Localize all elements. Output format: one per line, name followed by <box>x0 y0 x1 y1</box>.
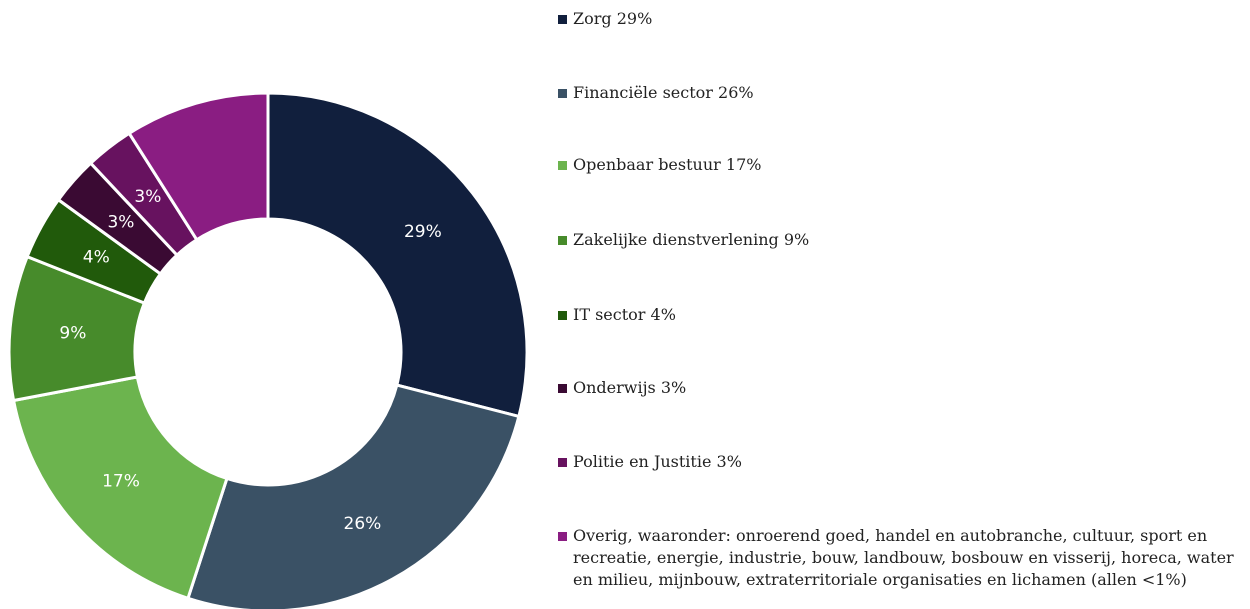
legend-swatch-6 <box>558 458 567 467</box>
legend-swatch-0 <box>558 15 567 24</box>
legend-swatch-4 <box>558 311 567 320</box>
legend-label-2: Openbaar bestuur 17% <box>573 155 762 174</box>
data-label-1: 26% <box>344 514 382 534</box>
data-label-6: 3% <box>134 187 161 207</box>
legend-item-6: Politie en Justitie 3% <box>558 451 1238 473</box>
legend-item-7: Overig, waaronder: onroerend goed, hande… <box>558 525 1238 591</box>
legend-label-0: Zorg 29% <box>573 9 653 28</box>
legend-item-3: Zakelijke dienstverlening 9% <box>558 229 1238 251</box>
legend-item-0: Zorg 29% <box>558 8 1238 30</box>
legend-item-1: Financiële sector 26% <box>558 82 1238 104</box>
legend-label-1: Financiële sector 26% <box>573 83 754 102</box>
legend-label-4: IT sector 4% <box>573 305 676 324</box>
legend-swatch-2 <box>558 161 567 170</box>
data-label-2: 17% <box>102 472 140 492</box>
donut-chart: 29% 26% 17% 9% 4% 3%3% <box>7 91 529 609</box>
legend-item-5: Onderwijs 3% <box>558 377 1238 399</box>
data-label-5: 3% <box>107 212 134 232</box>
legend-swatch-3 <box>558 236 567 245</box>
legend-swatch-5 <box>558 384 567 393</box>
legend-label-3: Zakelijke dienstverlening 9% <box>573 230 810 249</box>
legend-label-7: Overig, waaronder: onroerend goed, hande… <box>573 526 1234 589</box>
data-label-0: 29% <box>404 222 442 242</box>
legend-label-6: Politie en Justitie 3% <box>573 452 742 471</box>
legend-item-4: IT sector 4% <box>558 304 1238 326</box>
data-label-4: 4% <box>83 248 110 268</box>
data-label-3: 9% <box>59 324 86 344</box>
donut-slice-0 <box>266 91 529 419</box>
legend-swatch-1 <box>558 89 567 98</box>
legend-swatch-7 <box>558 532 567 541</box>
chart-legend: Zorg 29% Financiële sector 26% Openbaar be… <box>558 0 1248 609</box>
donut-slice-7 <box>127 91 270 242</box>
legend-item-2: Openbaar bestuur 17% <box>558 154 1238 176</box>
legend-label-5: Onderwijs 3% <box>573 378 687 397</box>
donut-slice-2 <box>11 375 229 601</box>
donut-slice-1 <box>186 383 521 609</box>
